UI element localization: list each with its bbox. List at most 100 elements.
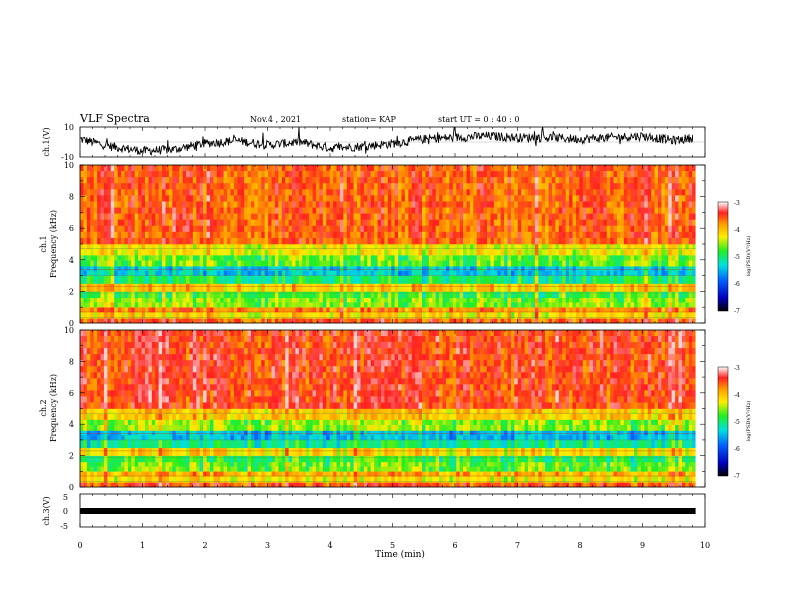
ch1-spec-cell <box>681 291 686 299</box>
ch1-spec-cell <box>387 195 392 202</box>
ch1-spec-cell <box>387 225 392 233</box>
ch1-spec-cell <box>658 302 662 308</box>
ch1-spec-cell <box>528 244 532 250</box>
ch1-spec-cell <box>398 249 402 256</box>
ch1-spec-cell <box>637 201 642 208</box>
ch2-spec-cell <box>107 482 112 488</box>
ch1-spec-cell <box>233 225 238 233</box>
ch1-spec-cell <box>203 291 207 299</box>
ch1-spec-cell <box>473 283 478 292</box>
ch1-spec-cell <box>507 195 512 202</box>
ch1-spec-cell <box>428 318 433 324</box>
ch1-spec-cell <box>237 307 242 313</box>
ch1-spec-cell <box>507 318 512 324</box>
ch1-spec-cell <box>285 231 289 239</box>
ch1-spec-cell <box>692 225 696 233</box>
ch1-spec-cell <box>634 275 638 284</box>
ch1-spec-cell <box>640 307 645 313</box>
ch1-spec-cell <box>377 275 382 284</box>
ch1-spec-cell <box>620 275 625 284</box>
ch1-spec-cell <box>114 183 118 190</box>
ch1-spec-cell <box>524 183 529 190</box>
ch1-spec-cell <box>165 318 170 324</box>
ch1-spec-cell <box>374 189 378 196</box>
ch2-spec-cell <box>233 482 238 488</box>
ch1-spec-cell <box>623 171 628 178</box>
ch1-spec-cell <box>227 225 231 233</box>
ch1-spec-cell <box>353 201 358 208</box>
ch1-spec-cell <box>216 225 221 233</box>
ch1-spec-cell <box>463 275 467 284</box>
ch1-spec-cell <box>374 302 378 308</box>
ch1-spec-cell <box>165 249 170 256</box>
ch1-spec-cell <box>83 311 88 319</box>
ch1-spec-cell <box>179 165 183 172</box>
ch1-spec-cell <box>141 291 146 299</box>
ch1-spec-cell <box>469 244 474 250</box>
ch1-spec-cell <box>138 302 142 308</box>
ch1-spec-cell <box>658 207 662 214</box>
ch1-spec-cell <box>644 307 649 313</box>
ch1-spec-cell <box>295 231 300 239</box>
ch1-spec-cell <box>93 237 98 245</box>
ch1-spec-cell <box>251 213 255 220</box>
ch1-spec-cell <box>206 183 211 190</box>
ch1-spec-cell <box>131 177 136 184</box>
ch1-spec-cell <box>172 318 177 324</box>
ch1-spec-cell <box>244 177 248 184</box>
ch1-spec-cell <box>380 307 385 313</box>
ch1-spec-cell <box>418 195 423 202</box>
ch1-spec-cell <box>281 165 286 172</box>
ch1-spec-cell <box>97 244 101 250</box>
ch1-spec-cell <box>445 231 450 239</box>
ch1-spec-cell <box>186 213 190 220</box>
ch1-spec-cell <box>404 219 409 227</box>
ch1-spec-cell <box>244 207 248 214</box>
ch1-spec-cell <box>281 297 286 303</box>
ch1-spec-cell <box>380 231 385 239</box>
ch1-spec-cell <box>175 255 180 261</box>
ch1-spec-cell <box>558 291 563 299</box>
ch1-spec-cell <box>480 266 484 272</box>
ch1-spec-cell <box>367 297 372 303</box>
ch2-spec-cell <box>206 482 211 488</box>
ch1-spec-cell <box>227 297 231 303</box>
ch1-spec-cell <box>110 270 115 276</box>
ch1-spec-cell <box>466 201 471 208</box>
ch1-spec-cell <box>97 297 101 303</box>
ch1-spec-cell <box>189 302 194 308</box>
ch1-spec-cell <box>422 237 426 245</box>
ch1-spec-cell <box>144 219 149 227</box>
ch1-spec-cell <box>264 189 269 196</box>
ch1-spec-cell <box>688 225 693 233</box>
ch1-spec-cell <box>343 201 348 208</box>
ch1-spec-cell <box>569 195 573 202</box>
ch1-spec-cell <box>292 260 296 267</box>
ch1-spec-cell <box>493 318 498 324</box>
ch1-spec-cell <box>575 311 580 319</box>
ch1-spec-cell <box>370 177 375 184</box>
ch1-spec-cell <box>504 244 508 250</box>
ch1-spec-cell <box>524 207 529 214</box>
ch1-spec-cell <box>469 302 474 308</box>
ch1-spec-cell <box>315 225 320 233</box>
ch1-spec-cell <box>685 177 690 184</box>
ch1-spec-cell <box>240 237 245 245</box>
ch1-spec-cell <box>398 275 402 284</box>
ch1-spec-cell <box>326 207 330 214</box>
ch1-spec-cell <box>90 297 94 303</box>
ch1-spec-cell <box>168 283 173 292</box>
ch1-spec-cell <box>596 195 601 202</box>
ch1-spec-cell <box>151 270 156 276</box>
ch1-spec-cell <box>367 213 372 220</box>
ch1-spec-cell <box>257 225 262 233</box>
ch1-spec-cell <box>158 195 163 202</box>
ch1-spec-cell <box>274 311 279 319</box>
ch1-spec-cell <box>278 255 283 261</box>
ch1-spec-cell <box>220 195 224 202</box>
ch1-spec-cell <box>476 244 481 250</box>
ch1-spec-cell <box>117 213 122 220</box>
ch1-spec-cell <box>182 302 187 308</box>
ch1-spec-cell <box>86 283 91 292</box>
ch1-spec-cell <box>339 318 344 324</box>
